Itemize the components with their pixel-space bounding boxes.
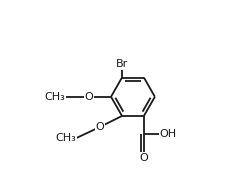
Text: CH₃: CH₃ xyxy=(44,92,65,102)
Text: O: O xyxy=(139,153,147,163)
Text: O: O xyxy=(95,122,104,132)
Text: Br: Br xyxy=(115,59,128,69)
Text: OH: OH xyxy=(159,129,176,139)
Text: O: O xyxy=(84,92,93,102)
Text: CH₃: CH₃ xyxy=(55,133,76,143)
